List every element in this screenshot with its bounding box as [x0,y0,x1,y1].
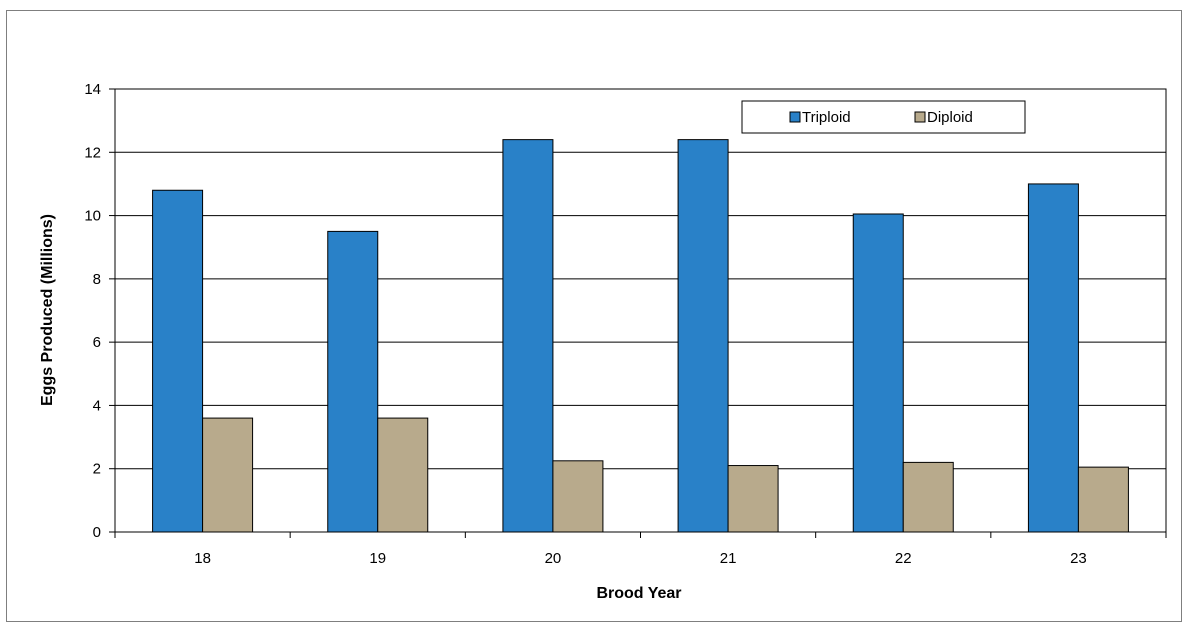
y-tick-label: 12 [84,144,101,161]
bar-diploid-23 [1077,466,1129,533]
legend-swatch-triploid [789,111,801,123]
x-tick-label: 20 [545,550,562,567]
x-tick-label: 23 [1070,550,1087,567]
y-tick-label: 2 [93,461,101,478]
x-tick-label: 19 [369,550,386,567]
bar-diploid-21 [727,465,779,533]
y-tick-label: 0 [93,524,101,541]
y-tick-label: 4 [93,397,101,414]
legend-label-diploid: Diploid [927,109,973,126]
bar-triploid-20 [502,139,554,533]
bar-diploid-19 [377,417,429,533]
legend-label-triploid: Triploid [802,109,851,126]
tick-labels: 0 2 4 6 8 10 12 14 18 19 20 21 22 23 [84,81,1086,567]
bar-diploid-20 [552,460,604,533]
y-tick-label: 6 [93,334,101,351]
legend-box [741,100,1026,134]
bar-diploid-18 [202,417,254,533]
y-tick-label: 14 [84,81,101,98]
y-tick-label: 10 [84,208,101,225]
y-tick-label: 8 [93,271,101,288]
y-axis-title: Eggs Produced (Millions) [39,214,56,406]
bar-diploid-22 [902,461,954,533]
x-axis-title: Brood Year [596,585,681,602]
legend-swatch-diploid [914,111,926,123]
bar-triploid-18 [152,189,204,533]
x-tick-label: 22 [895,550,912,567]
x-tick-label: 21 [720,550,737,567]
x-tick-label: 18 [194,550,211,567]
bar-triploid-22 [852,213,904,533]
bars [152,139,1129,533]
bar-triploid-23 [1027,183,1079,533]
legend: Triploid Diploid [741,100,1026,134]
gridlines [115,88,1166,533]
bar-triploid-21 [677,139,729,533]
plot-area [114,88,1167,533]
bar-triploid-19 [327,230,379,533]
axes [109,88,1167,538]
